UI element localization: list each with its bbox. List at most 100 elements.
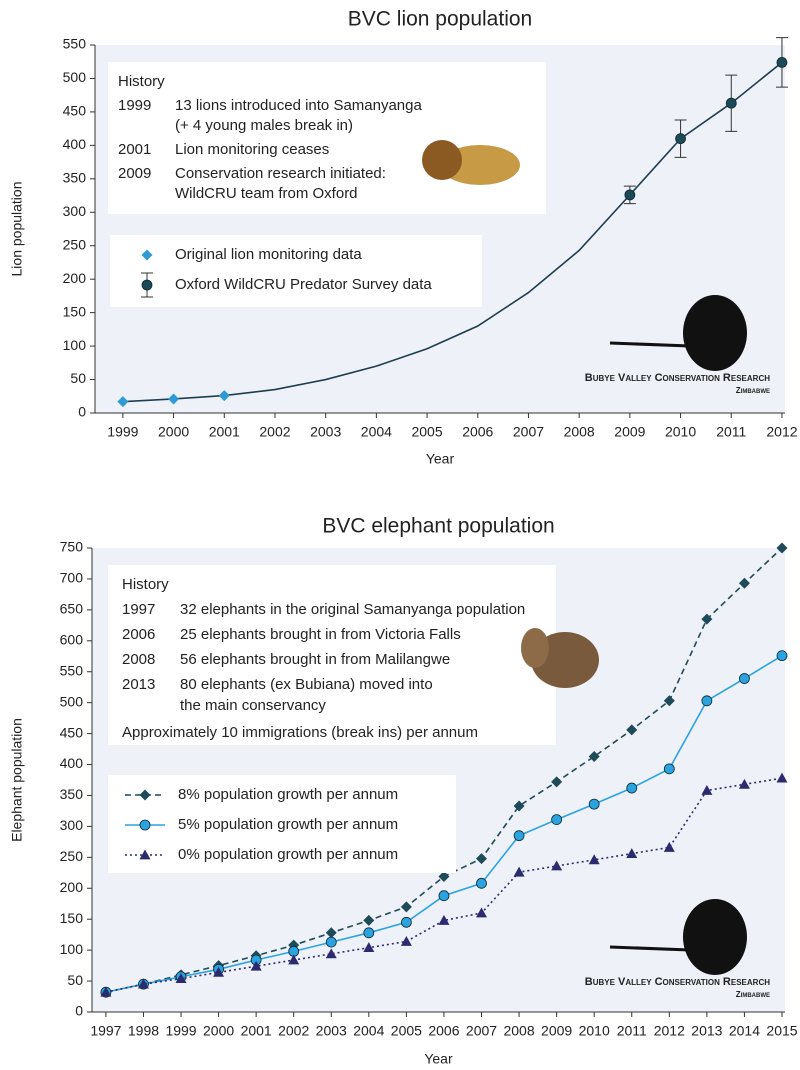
chart-title: BVC lion population <box>348 8 532 31</box>
history-heading: History <box>122 576 169 593</box>
x-tick-label: 2005 <box>411 424 442 440</box>
x-tick-label: 2010 <box>579 1023 610 1039</box>
x-axis-label: Year <box>426 451 455 467</box>
x-tick-label: 1998 <box>128 1023 159 1039</box>
data-point <box>117 396 129 408</box>
data-point <box>476 907 488 918</box>
history-text: WildCRU team from Oxford <box>175 185 358 202</box>
x-tick-label: 2002 <box>278 1023 309 1039</box>
y-tick-label: 50 <box>70 370 86 386</box>
data-point <box>400 935 412 946</box>
data-point <box>513 830 525 842</box>
data-point <box>137 978 149 989</box>
logo-country: Zimbabwe <box>736 990 770 999</box>
y-tick-label: 450 <box>60 724 84 740</box>
data-point <box>626 782 638 794</box>
y-tick-label: 100 <box>63 337 87 353</box>
y-tick-label: 350 <box>60 786 84 802</box>
y-tick-label: 400 <box>60 755 84 771</box>
history-text: 25 elephants brought in from Victoria Fa… <box>180 626 461 643</box>
data-point <box>776 56 788 68</box>
legend-label: 5% population growth per annum <box>178 816 398 833</box>
y-tick-label: 0 <box>75 1003 83 1019</box>
x-tick-label: 2009 <box>541 1023 572 1039</box>
data-point <box>168 393 180 405</box>
legend-box <box>108 775 456 873</box>
data-point <box>663 841 675 852</box>
history-text: Lion monitoring ceases <box>175 141 329 158</box>
x-tick-label: 2005 <box>391 1023 422 1039</box>
y-tick-label: 650 <box>60 601 84 617</box>
data-point <box>438 914 450 925</box>
x-tick-label: 2011 <box>716 424 746 440</box>
x-tick-label: 2000 <box>158 424 189 440</box>
data-point <box>325 927 337 939</box>
data-point <box>250 960 262 971</box>
data-point <box>701 785 713 795</box>
data-point <box>725 97 737 109</box>
data-point <box>513 800 525 812</box>
x-tick-label: 2001 <box>241 1023 272 1039</box>
elephant-picture <box>521 628 549 668</box>
x-tick-label: 2007 <box>513 424 544 440</box>
y-tick-label: 300 <box>60 817 84 833</box>
history-year: 1999 <box>118 97 151 114</box>
y-tick-label: 450 <box>63 103 87 119</box>
history-heading: History <box>118 73 165 90</box>
data-point <box>400 901 412 913</box>
history-year: 2013 <box>122 676 155 693</box>
history-box <box>108 565 556 745</box>
history-year: 2008 <box>122 651 155 668</box>
history-year: 2009 <box>118 165 151 182</box>
x-tick-label: 2003 <box>310 424 341 440</box>
data-point <box>551 814 563 825</box>
y-tick-label: 550 <box>63 36 87 52</box>
y-tick-label: 0 <box>78 404 86 420</box>
data-point <box>663 695 675 707</box>
history-text: 56 elephants brought in from Malilangwe <box>180 651 450 668</box>
x-tick-label: 2013 <box>691 1023 722 1039</box>
chart-title: BVC elephant population <box>322 515 554 538</box>
data-point <box>701 695 713 707</box>
history-year: 2006 <box>122 626 155 643</box>
x-tick-label: 2008 <box>503 1023 534 1039</box>
data-point <box>776 772 788 783</box>
y-tick-label: 500 <box>60 693 84 709</box>
y-tick-label: 200 <box>60 879 84 895</box>
legend-marker <box>141 279 153 291</box>
data-point <box>438 871 450 883</box>
history-year: 1997 <box>122 601 155 618</box>
history-text: 32 elephants in the original Samanyanga … <box>180 601 525 618</box>
legend-marker <box>141 249 153 261</box>
history-text: the main conservancy <box>180 697 326 714</box>
data-point <box>513 866 525 877</box>
y-tick-label: 150 <box>63 303 87 319</box>
data-point <box>626 724 638 736</box>
legend-label: 8% population growth per annum <box>178 786 398 803</box>
y-axis-label: Elephant population <box>9 718 25 842</box>
x-tick-label: 2007 <box>466 1023 497 1039</box>
y-tick-label: 550 <box>60 662 84 678</box>
x-tick-label: 2015 <box>766 1023 797 1039</box>
x-tick-label: 2012 <box>766 424 797 440</box>
data-point <box>218 390 230 402</box>
data-point <box>738 778 750 789</box>
data-point <box>363 942 375 953</box>
x-tick-label: 2002 <box>259 424 290 440</box>
legend-label: Oxford WildCRU Predator Survey data <box>175 276 432 293</box>
lion-picture <box>422 140 462 180</box>
x-tick-label: 1997 <box>90 1023 121 1039</box>
logo-name: Bubye Valley Conservation Research <box>585 372 770 384</box>
data-point <box>213 966 225 977</box>
legend-marker <box>139 819 151 831</box>
x-axis-label: Year <box>424 1051 453 1067</box>
data-point <box>776 542 788 554</box>
logo-mane <box>683 899 747 975</box>
data-point <box>738 577 750 589</box>
history-text: 80 elephants (ex Bubiana) moved into <box>180 676 433 693</box>
y-tick-label: 600 <box>60 632 84 648</box>
history-year: 2001 <box>118 141 151 158</box>
x-tick-label: 1999 <box>165 1023 196 1039</box>
data-point <box>325 936 337 948</box>
legend-marker <box>139 849 151 860</box>
